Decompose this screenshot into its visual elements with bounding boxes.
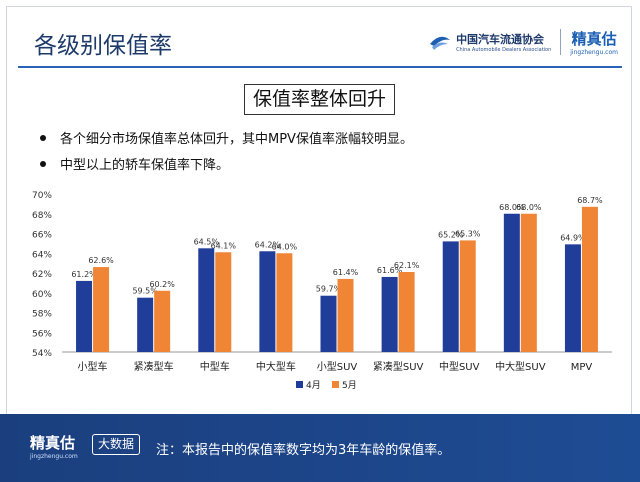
bar-chart: 54% 56% 58% 60% 62% 64% 66% 68% 70% 61.2% 62.6% 小型车…: [32, 191, 612, 391]
y-tick-label: 54%: [32, 349, 52, 359]
data-label: 62.6%: [88, 256, 114, 265]
data-label: 65.3%: [455, 229, 481, 238]
x-tick-label: 紧凑型SUV: [373, 360, 424, 373]
bar: [154, 290, 171, 352]
bullet-text: 各个细分市场保值率总体回升，其中MPV保值率涨幅较明显。: [60, 132, 413, 147]
y-tick-label: 70%: [32, 191, 52, 201]
y-tick-label: 64%: [32, 250, 52, 260]
association-name-en: China Automobile Dealers Association: [456, 47, 552, 53]
data-label: 68.0%: [499, 203, 525, 212]
data-label: 64.1%: [211, 241, 237, 250]
y-tick-label: 68%: [32, 211, 52, 221]
data-label: 61.4%: [333, 268, 359, 277]
brand-name: 精真估: [571, 30, 617, 48]
bar: [381, 276, 398, 352]
brand-logo: 精真估 jingzhengu.com: [570, 28, 618, 56]
bar: [459, 240, 476, 352]
header-logos: 中国汽车流通协会 China Automobile Dealers Associ…: [428, 28, 618, 56]
bar: [337, 278, 354, 352]
legend-swatch: [332, 381, 339, 388]
y-tick-label: 58%: [32, 310, 52, 320]
data-label: 68.7%: [577, 196, 603, 205]
bullet-item: 各个细分市场保值率总体回升，其中MPV保值率涨幅较明显。: [40, 128, 413, 147]
header-divider: [18, 66, 622, 68]
data-label: 64.2%: [255, 240, 281, 249]
x-tick-label: 紧凑型车: [134, 360, 174, 373]
data-label: 61.6%: [377, 266, 403, 275]
data-label: 65.2%: [438, 230, 464, 239]
y-tick-label: 60%: [32, 290, 52, 300]
y-tick-label: 62%: [32, 270, 52, 280]
legend-label: 4月: [306, 380, 321, 391]
y-tick-label: 66%: [32, 231, 52, 241]
bar: [320, 295, 337, 352]
bar: [442, 241, 459, 352]
bullet-dot: [40, 160, 46, 167]
data-label: 62.1%: [394, 261, 420, 270]
association-logo: 中国汽车流通协会 China Automobile Dealers Associ…: [428, 31, 551, 53]
association-name: 中国汽车流通协会: [456, 33, 545, 46]
footnote: 注：本报告中的保值率数字均为3年车龄的保值率。: [156, 443, 451, 458]
footer-brand-name: 精真估: [30, 434, 76, 452]
chart-subtitle: 保值率整体回升: [244, 84, 396, 115]
x-tick-label: 中型SUV: [439, 360, 480, 373]
data-label: 64.5%: [194, 237, 220, 246]
bullet-item: 中型以上的轿车保值率下降。: [40, 154, 413, 173]
page-title: 各级别保值率: [34, 33, 172, 59]
bar: [564, 244, 581, 352]
bullet-list: 各个细分市场保值率总体回升，其中MPV保值率涨幅较明显。 中型以上的轿车保值率下…: [40, 128, 413, 180]
data-label: 59.7%: [316, 285, 342, 294]
legend-label: 5月: [342, 380, 357, 391]
bar: [93, 267, 110, 352]
x-tick-label: MPV: [571, 362, 593, 373]
brand-url: jingzhengu.com: [570, 49, 618, 56]
association-emblem-icon: [430, 36, 451, 50]
data-label: 60.2%: [149, 280, 175, 289]
x-tick-label: 中型车: [200, 360, 230, 373]
x-tick-label: 小型车: [78, 360, 108, 373]
big-data-badge: 大数据: [92, 434, 141, 455]
bar: [215, 252, 232, 352]
bullet-dot: [40, 134, 46, 141]
footer-brand-logo: 精真估 jingzhengu.com: [30, 432, 78, 460]
data-label: 68.0%: [516, 203, 542, 212]
x-tick-label: 小型SUV: [317, 360, 358, 373]
bar: [581, 206, 598, 352]
x-tick-label: 中大型SUV: [495, 360, 546, 373]
data-label: 59.5%: [132, 287, 158, 296]
legend-swatch: [296, 381, 303, 388]
logo-divider: [560, 29, 562, 55]
footer-bar: 精真估 jingzhengu.com 大数据 注：本报告中的保值率数字均为3年车…: [0, 414, 640, 482]
bar: [137, 297, 154, 352]
x-tick-label: 中大型车: [256, 360, 296, 373]
bar: [276, 253, 293, 352]
bar: [398, 272, 415, 352]
bar: [520, 213, 537, 352]
bar: [259, 251, 276, 352]
bar: [198, 248, 215, 352]
data-label: 64.9%: [560, 233, 586, 242]
y-tick-label: 56%: [32, 329, 52, 339]
footer-brand-url: jingzhengu.com: [30, 453, 78, 460]
bar: [76, 280, 93, 352]
bullet-text: 中型以上的轿车保值率下降。: [60, 158, 230, 173]
data-label: 64.0%: [272, 242, 298, 251]
data-label: 61.2%: [71, 270, 97, 279]
bar: [503, 213, 520, 352]
